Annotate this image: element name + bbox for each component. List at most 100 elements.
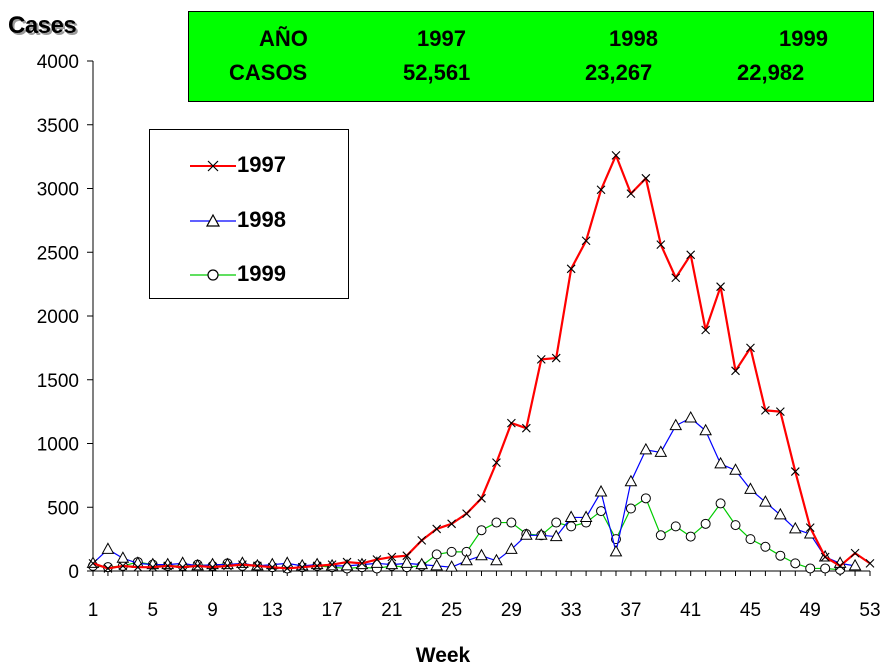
data-point-circle — [760, 541, 771, 552]
data-point-circle — [805, 563, 816, 574]
data-point-x — [238, 560, 247, 570]
data-point-triangle — [519, 528, 533, 540]
data-point-x — [521, 423, 531, 433]
data-point-x — [208, 562, 217, 572]
x-tick-label: 25 — [441, 600, 462, 621]
data-point-x — [731, 366, 740, 376]
x-tick-label: 9 — [207, 600, 218, 621]
x-tick-label: 49 — [800, 600, 821, 621]
x-tick-label: 21 — [381, 600, 402, 621]
data-point-triangle — [475, 548, 488, 561]
stats-row-year: AÑO 1997 1998 1999 — [189, 26, 873, 56]
data-point-triangle — [116, 551, 130, 563]
data-point-triangle — [86, 556, 100, 568]
data-point-circle — [655, 530, 666, 541]
x-tick-label: 17 — [322, 600, 343, 621]
legend-label: 1999 — [237, 261, 286, 286]
data-point-x — [566, 264, 576, 274]
data-point-x — [447, 519, 457, 529]
legend-label: 1998 — [237, 207, 286, 232]
stats-year-1997: 1997 — [417, 26, 466, 51]
data-point-x — [865, 558, 875, 568]
data-point-triangle — [624, 474, 638, 487]
data-point-x — [133, 562, 143, 572]
data-point-circle — [431, 549, 442, 560]
data-point-x — [312, 561, 322, 571]
stats-header-label: AÑO — [259, 26, 308, 51]
data-point-x — [252, 561, 262, 571]
data-point-x — [581, 236, 591, 246]
stats-year-1998: 1998 — [609, 26, 658, 51]
data-point-x — [641, 173, 651, 183]
data-point-triangle — [415, 557, 429, 570]
data-point-x — [462, 509, 471, 519]
legend-item-1998: 1998 — [150, 201, 348, 241]
data-point-circle — [596, 506, 607, 517]
data-point-triangle — [714, 456, 727, 469]
data-point-triangle — [684, 410, 698, 423]
data-point-circle — [670, 521, 681, 532]
data-point-circle — [820, 563, 831, 574]
y-tick-label: 0 — [68, 562, 79, 583]
x-tick-label: 33 — [561, 600, 582, 621]
legend-marker-circle-icon — [190, 269, 236, 281]
data-point-x — [342, 557, 352, 567]
data-point-triangle — [729, 463, 742, 475]
x-tick-label: 45 — [740, 600, 761, 621]
stats-cases-label: CASOS — [229, 60, 308, 85]
stats-year-1999: 1999 — [779, 26, 828, 51]
data-point-triangle — [579, 510, 593, 522]
data-point-circle — [566, 521, 577, 532]
data-point-triangle — [101, 542, 115, 554]
data-point-x — [761, 405, 770, 415]
data-point-circle — [685, 531, 696, 542]
x-tick-label: 37 — [620, 600, 641, 621]
y-tick-label: 2500 — [37, 243, 79, 264]
data-point-circle — [745, 534, 756, 545]
data-point-triangle — [759, 495, 772, 507]
series-1997 — [88, 150, 875, 573]
data-point-x — [820, 552, 830, 562]
data-point-circle — [491, 517, 502, 528]
data-point-triangle — [490, 553, 503, 566]
data-point-x — [88, 558, 98, 568]
data-point-x — [148, 562, 158, 572]
data-point-x — [432, 524, 442, 534]
data-point-x — [267, 562, 277, 572]
data-point-circle — [476, 525, 487, 536]
data-point-x — [163, 561, 173, 571]
legend-item-1999: 1999 — [150, 255, 348, 295]
data-point-x — [551, 353, 561, 363]
data-point-x — [327, 560, 337, 570]
data-point-triangle — [699, 423, 712, 436]
series-1998 — [86, 410, 862, 572]
data-point-circle — [625, 503, 636, 514]
chart-legend: 1997 1998 1999 — [149, 129, 349, 299]
data-point-x — [357, 558, 367, 568]
data-point-triangle — [609, 544, 623, 557]
stats-cases-1997: 52,561 — [403, 60, 471, 85]
data-point-x — [790, 467, 800, 476]
data-point-triangle — [460, 553, 473, 566]
x-tick-label: 1 — [88, 600, 99, 621]
data-point-triangle — [400, 556, 414, 568]
data-point-x — [716, 282, 725, 292]
data-point-x — [118, 561, 128, 571]
data-point-x — [477, 493, 486, 503]
data-point-circle — [775, 550, 786, 561]
data-point-triangle — [654, 445, 668, 457]
data-point-x — [223, 561, 232, 571]
data-point-circle — [790, 558, 801, 569]
y-tick-label: 3500 — [37, 116, 79, 137]
x-tick-label: 53 — [859, 600, 880, 621]
data-point-x — [492, 458, 501, 468]
data-point-x — [417, 536, 427, 545]
x-axis-title: Week — [415, 644, 471, 667]
data-point-x — [372, 555, 382, 564]
data-point-triangle — [639, 442, 653, 455]
chart-axes: 0 500 1000 1500 2000 2500 3000 3500 4000 1 5 9 13 17 2… — [37, 52, 881, 621]
data-point-x — [656, 240, 666, 249]
stats-cases-1998: 23,267 — [585, 60, 653, 85]
data-point-triangle — [774, 507, 787, 520]
